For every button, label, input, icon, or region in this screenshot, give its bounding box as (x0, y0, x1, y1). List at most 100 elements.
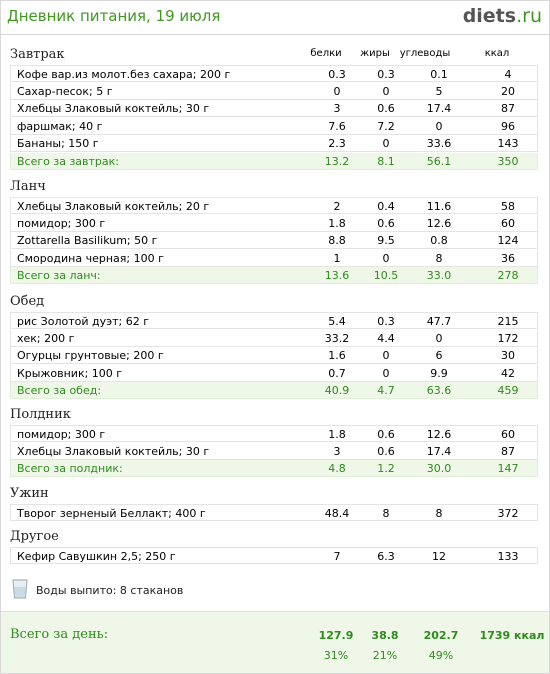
fat-value: 7.2 (377, 120, 395, 133)
carbs-value: 8 (435, 507, 443, 520)
carbs-value: 17.4 (426, 445, 452, 458)
day-carbs: 202.7 (423, 629, 459, 642)
kcal-value: 60 (501, 428, 515, 441)
kcal-value: 42 (501, 367, 515, 380)
fat-value: 8 (382, 507, 390, 520)
meal-total-row: Всего за завтрак: 13.2 8.1 56.1 350 (10, 153, 538, 170)
protein-value: 2 (333, 200, 341, 213)
meal-title: Другое (10, 529, 59, 544)
fat-value: 4.7 (377, 384, 395, 397)
food-name: Zottarella Basilikum; 50 г (17, 234, 158, 247)
food-name: Бананы; 150 г (17, 137, 99, 150)
protein-value: 5.4 (328, 315, 346, 328)
kcal-value: 60 (501, 217, 515, 230)
protein-value: 7 (333, 550, 341, 563)
fat-value: 0.6 (377, 217, 395, 230)
meal-total-row: Всего за ланч: 13.6 10.5 33.0 278 (10, 267, 538, 284)
food-name: Сахар-песок; 5 г (17, 85, 113, 98)
carbs-value: 8 (435, 252, 443, 265)
total-label: Всего за обед: (17, 384, 102, 397)
food-row[interactable]: хек; 200 г 33.2 4.4 0 172 (10, 330, 538, 347)
day-total: Всего за день: 127.9 38.8 202.7 1739 кка… (1, 611, 549, 673)
food-row[interactable]: Хлебцы Злаковый коктейль; 30 г 3 0.6 17.4 87 (10, 443, 538, 460)
food-name: Огурцы грунтовые; 200 г (17, 349, 164, 362)
protein-value: 8.8 (328, 234, 346, 247)
food-row[interactable]: помидор; 300 г 1.8 0.6 12.6 60 (10, 215, 538, 232)
food-row[interactable]: Смородина черная; 100 г 1 0 8 36 (10, 250, 538, 267)
protein-value: 2.3 (328, 137, 346, 150)
food-row[interactable]: фаршмак; 40 г 7.6 7.2 0 96 (10, 118, 538, 135)
carbs-value: 33.0 (426, 269, 452, 282)
protein-value: 0.3 (328, 68, 346, 81)
food-name: фаршмак; 40 г (17, 120, 103, 133)
kcal-value: 147 (497, 462, 519, 475)
kcal-value: 58 (501, 200, 515, 213)
food-row[interactable]: рис Золотой дуэт; 62 г 5.4 0.3 47.7 215 (10, 312, 538, 329)
protein-value: 0 (333, 85, 341, 98)
header-divider (0, 34, 550, 35)
fat-value: 0 (382, 137, 390, 150)
carbs-value: 47.7 (426, 315, 452, 328)
col-kcal: ккал (484, 48, 510, 59)
fat-value: 8.1 (377, 155, 395, 168)
food-row[interactable]: Бананы; 150 г 2.3 0 33.6 143 (10, 135, 538, 152)
kcal-value: 172 (497, 332, 519, 345)
carbs-value: 0 (435, 120, 443, 133)
carbs-value: 5 (435, 85, 443, 98)
food-row[interactable]: Огурцы грунтовые; 200 г 1.6 0 6 30 (10, 347, 538, 364)
total-label: Всего за ланч: (17, 269, 101, 282)
carbs-value: 17.4 (426, 102, 452, 115)
meal-title: Ужин (10, 486, 49, 501)
day-protein: 127.9 (318, 629, 354, 642)
kcal-value: 124 (497, 234, 519, 247)
meal-title: Обед (10, 294, 45, 309)
site-logo[interactable]: diets.ru (463, 5, 542, 27)
meal-title: Завтрак (10, 47, 65, 62)
fat-value: 1.2 (377, 462, 395, 475)
col-carbs: углеводы (399, 48, 451, 59)
protein-value: 1.8 (328, 217, 346, 230)
total-label: Всего за полдник: (17, 462, 123, 475)
day-protein-pct: 31% (323, 649, 349, 662)
fat-value: 0.6 (377, 445, 395, 458)
food-name: помидор; 300 г (17, 217, 106, 230)
kcal-value: 4 (504, 68, 512, 81)
food-row[interactable]: Крыжовник; 100 г 0.7 0 9.9 42 (10, 365, 538, 382)
food-row[interactable]: помидор; 300 г 1.8 0.6 12.6 60 (10, 425, 538, 442)
protein-value: 7.6 (328, 120, 346, 133)
kcal-value: 372 (497, 507, 519, 520)
protein-value: 3 (333, 445, 341, 458)
protein-value: 1 (333, 252, 341, 265)
logo-main: diets (462, 5, 517, 27)
fat-value: 0 (382, 85, 390, 98)
col-fat: жиры (360, 48, 390, 59)
protein-value: 4.8 (328, 462, 346, 475)
fat-value: 6.3 (377, 550, 395, 563)
carbs-value: 0.8 (430, 234, 448, 247)
meal-title: Ланч (10, 179, 46, 194)
meal-total-row: Всего за обед: 40.9 4.7 63.6 459 (10, 382, 538, 399)
fat-value: 10.5 (373, 269, 399, 282)
kcal-value: 215 (497, 315, 519, 328)
food-row[interactable]: Zottarella Basilikum; 50 г 8.8 9.5 0.8 124 (10, 232, 538, 249)
food-row[interactable]: Творог зерненый Беллакт; 400 г 48.4 8 8 372 (10, 504, 538, 521)
carbs-value: 6 (435, 349, 443, 362)
food-row[interactable]: Сахар-песок; 5 г 0 0 5 20 (10, 83, 538, 100)
kcal-value: 133 (497, 550, 519, 563)
meal-title: Полдник (10, 407, 71, 422)
fat-value: 4.4 (377, 332, 395, 345)
carbs-value: 0 (435, 332, 443, 345)
kcal-value: 350 (497, 155, 519, 168)
carbs-value: 12 (432, 550, 446, 563)
kcal-value: 36 (501, 252, 515, 265)
kcal-value: 459 (497, 384, 519, 397)
carbs-value: 12.6 (426, 217, 452, 230)
food-row[interactable]: Кефир Савушкин 2,5; 250 г 7 6.3 12 133 (10, 547, 538, 564)
food-row[interactable]: Кофе вар.из молот.без сахара; 200 г 0.3 0.… (10, 65, 538, 82)
food-name: Хлебцы Злаковый коктейль; 20 г (17, 200, 210, 213)
food-row[interactable]: Хлебцы Злаковый коктейль; 30 г 3 0.6 17.4 87 (10, 100, 538, 117)
fat-value: 0 (382, 252, 390, 265)
food-row[interactable]: Хлебцы Злаковый коктейль; 20 г 2 0.4 11.6 58 (10, 197, 538, 214)
carbs-value: 12.6 (426, 428, 452, 441)
kcal-value: 87 (501, 445, 515, 458)
